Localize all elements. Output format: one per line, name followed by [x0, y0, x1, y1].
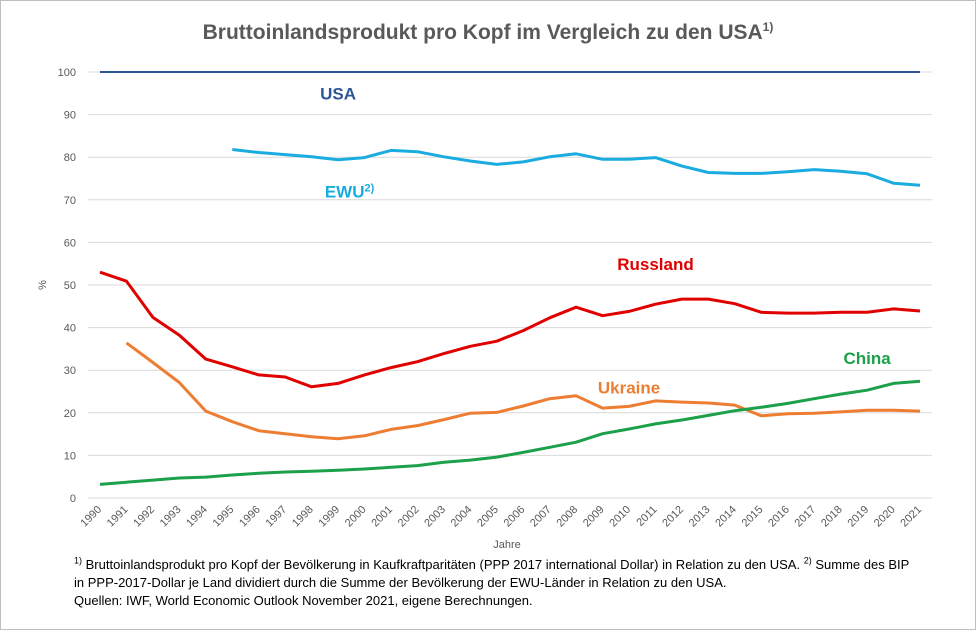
x-tick-label: 1997 — [264, 504, 290, 530]
footnote-mark-2: 2) — [803, 555, 812, 566]
footnote-1-text: Bruttoinlandsprodukt pro Kopf der Bevölk… — [85, 557, 801, 572]
series-label-china: China — [843, 349, 891, 368]
y-tick-label: 0 — [70, 493, 76, 505]
y-tick-label: 90 — [64, 110, 76, 122]
x-tick-label: 2008 — [555, 504, 581, 530]
x-tick-label: 2017 — [793, 504, 819, 530]
footnote-mark-1: 1) — [74, 555, 83, 566]
x-tick-label: 2000 — [343, 504, 369, 530]
x-tick-label: 2013 — [687, 504, 713, 530]
x-tick-label: 2001 — [369, 504, 395, 530]
x-tick-label: 2002 — [396, 504, 422, 530]
x-tick-label: 1990 — [78, 504, 104, 530]
series-labels: USA EWU2) Russland Ukraine China — [320, 85, 891, 398]
footnote-line-2: in PPP-2017-Dollar je Land dividiert dur… — [74, 575, 727, 590]
x-tick-label: 1996 — [237, 504, 263, 530]
series-line-china — [99, 379, 921, 486]
series-label-ukraine: Ukraine — [598, 379, 660, 398]
y-tick-label: 30 — [64, 365, 76, 377]
y-tick-label: 60 — [64, 237, 76, 249]
source-line: Quellen: IWF, World Economic Outlook Nov… — [74, 593, 533, 608]
x-tick-label: 2007 — [528, 504, 554, 530]
x-tick-label: 2011 — [634, 504, 659, 529]
x-axis-label: Jahre — [493, 539, 521, 551]
chart-title-footnote-mark: 1) — [762, 20, 774, 34]
x-tick-label: 2021 — [898, 504, 924, 530]
x-tick-label: 2019 — [845, 504, 871, 530]
y-tick-label: 10 — [64, 450, 76, 462]
gridlines — [88, 71, 932, 499]
x-tick-label: 2018 — [819, 504, 845, 530]
y-tick-label: 20 — [64, 408, 76, 420]
x-tick-label: 1999 — [316, 504, 342, 530]
x-tick-label: 1994 — [184, 504, 210, 530]
y-tick-label: 70 — [64, 195, 76, 207]
series-line-ewu — [232, 148, 921, 187]
series-lines — [99, 71, 921, 486]
y-tick-label: 80 — [64, 152, 76, 164]
series-line-ukraine — [125, 341, 921, 441]
x-tick-label: 1991 — [105, 504, 131, 530]
x-tick-label: 2020 — [872, 504, 898, 530]
y-tick-label: 40 — [64, 323, 76, 335]
y-axis-label: % — [37, 280, 49, 290]
x-tick-label: 2010 — [607, 504, 633, 530]
series-label-russland: Russland — [617, 255, 694, 274]
x-tick-label: 2003 — [422, 504, 448, 530]
footnote-2-text-start: Summe des BIP — [815, 557, 910, 572]
x-tick-label: 2006 — [502, 504, 528, 530]
series-label-usa: USA — [320, 85, 356, 104]
x-tick-label: 2016 — [766, 504, 792, 530]
x-tick-label: 2004 — [449, 504, 475, 530]
x-tick-label: 1995 — [211, 504, 237, 530]
x-axis-ticks: 1990 1991 1992 1993 1994 1995 1996 1997 1998 1999… — [78, 504, 924, 530]
x-tick-label: 1998 — [290, 504, 316, 530]
y-tick-label: 100 — [58, 67, 76, 79]
x-tick-label: 2012 — [660, 504, 686, 530]
y-axis-ticks: 0 10 20 30 40 50 60 70 80 90 100 — [58, 67, 76, 505]
x-tick-label: 2015 — [740, 504, 766, 530]
x-tick-label: 2009 — [581, 504, 607, 530]
footnote-line-1: 1) Bruttoinlandsprodukt pro Kopf der Bev… — [74, 556, 964, 574]
x-tick-label: 1992 — [131, 504, 157, 530]
x-tick-label: 1993 — [158, 504, 184, 530]
x-tick-label: 2005 — [475, 504, 501, 530]
y-tick-label: 50 — [64, 280, 76, 292]
footnotes: 1) Bruttoinlandsprodukt pro Kopf der Bev… — [74, 556, 964, 610]
x-tick-label: 2014 — [713, 504, 739, 530]
series-label-ewu: EWU2) — [325, 183, 375, 202]
series-line-russland — [99, 270, 921, 389]
chart-title-text: Bruttoinlandsprodukt pro Kopf im Verglei… — [202, 21, 763, 44]
chart-title: Bruttoinlandsprodukt pro Kopf im Verglei… — [0, 20, 976, 45]
